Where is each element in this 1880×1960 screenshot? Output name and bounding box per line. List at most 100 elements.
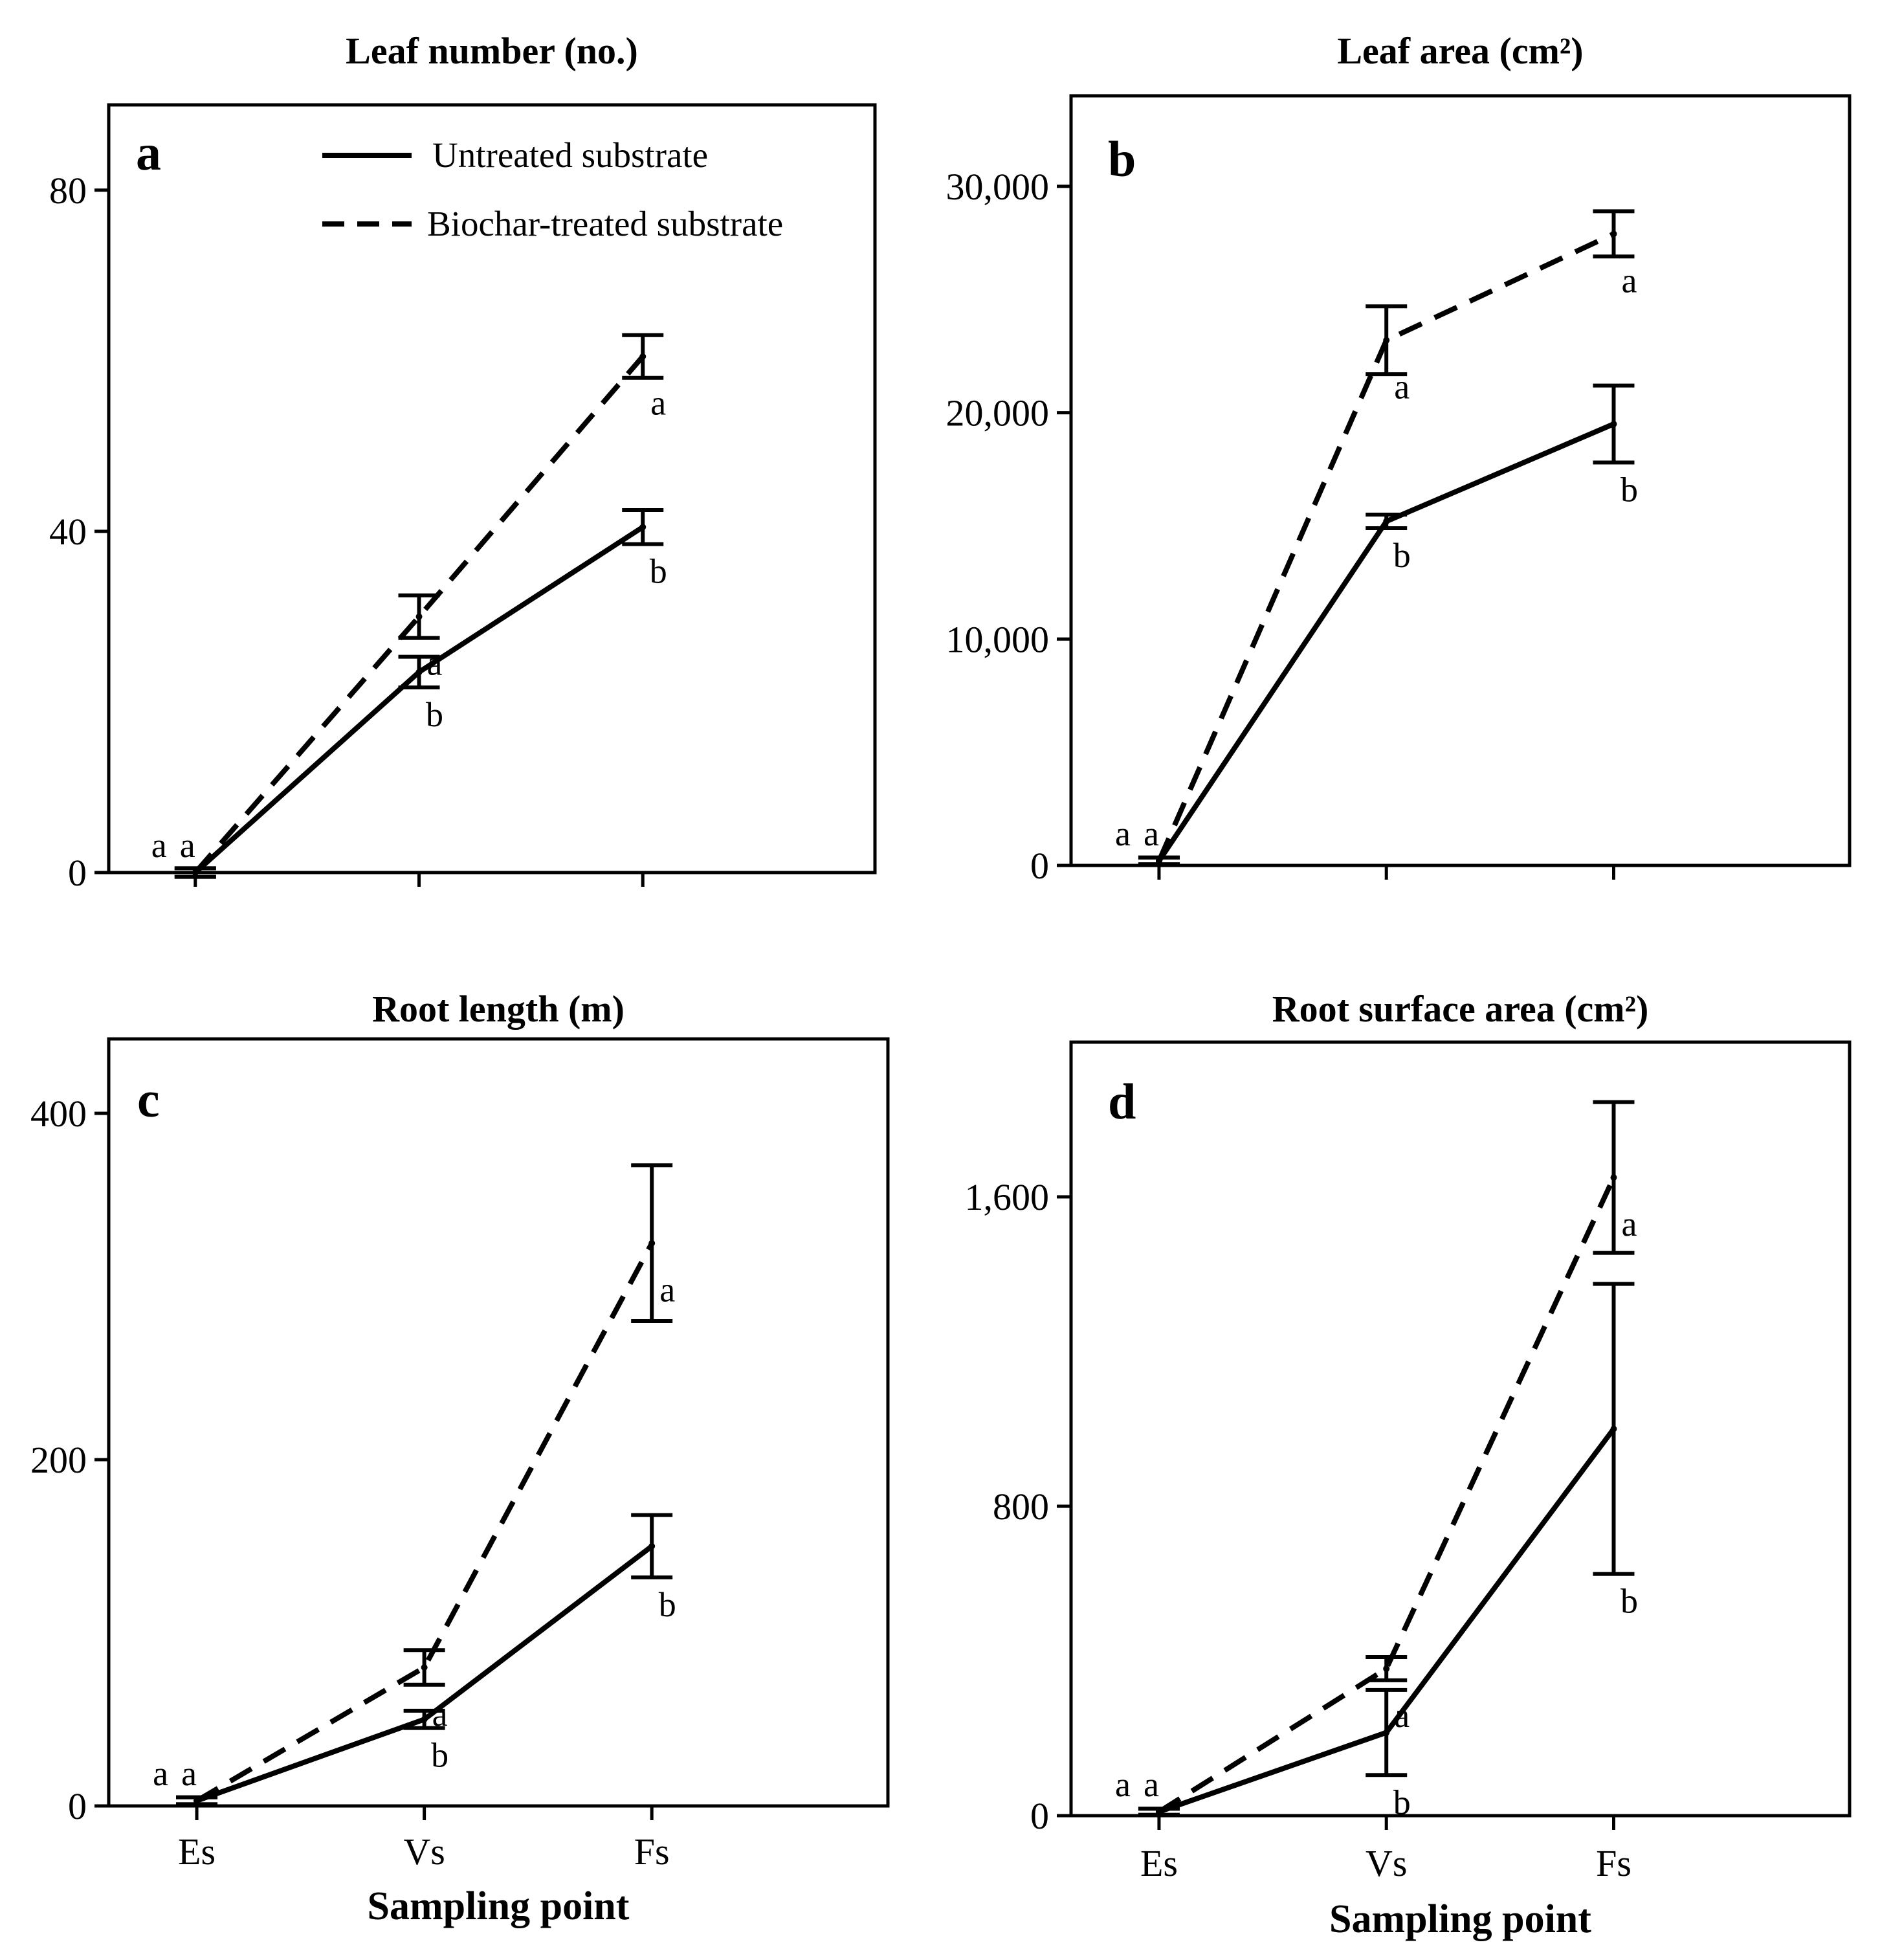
x-category-label: Es [1140, 1842, 1178, 1884]
panel-letter: a [136, 124, 161, 181]
data-point [639, 524, 647, 531]
y-tick-label: 1,600 [965, 1176, 1050, 1218]
biochar-error-bar [1138, 855, 1180, 867]
biochar-error-bar [174, 866, 216, 879]
significance-letter: a [153, 1754, 168, 1793]
untreated-error-bar [1366, 512, 1408, 530]
plot-frame [107, 103, 877, 874]
y-tick-label: 80 [49, 170, 87, 212]
significance-letter: a [151, 826, 167, 865]
x-category-label: Fs [1596, 1842, 1631, 1884]
legend: Untreated substrate Biochar-treated subst… [322, 135, 783, 243]
biochar-error-bar [176, 1795, 218, 1807]
data-point [648, 1542, 656, 1550]
biochar-series-line [1157, 1176, 1617, 1814]
biochar-error-bar [398, 593, 440, 640]
panel-d: Root surface area (cm²) d 0 800 1,600 Es Vs FsS… [965, 988, 1852, 1941]
x-axis-title: Sampling point [368, 1884, 630, 1928]
biochar-error-bar [1138, 1807, 1180, 1817]
panel-title: Root surface area (cm²) [1272, 988, 1649, 1030]
untreated-error-bar [1366, 1687, 1408, 1777]
significance-letter: a [180, 826, 195, 865]
y-tick-label: 20,000 [946, 392, 1050, 434]
untreated-error-bar [398, 654, 440, 690]
data-point [1383, 1729, 1390, 1736]
biochar-error-bar [1593, 1100, 1635, 1255]
significance-letter: a [1394, 368, 1410, 406]
data-point [192, 869, 199, 876]
data-point [639, 353, 647, 360]
data-point [415, 613, 423, 620]
panel-letter: d [1108, 1073, 1136, 1130]
y-tick-label: 40 [49, 511, 87, 553]
data-point [1610, 1425, 1617, 1432]
y-tick-label: 0 [68, 852, 87, 894]
x-category-label: Es [178, 1831, 216, 1873]
significance-letter: b [426, 695, 443, 734]
x-category-label: Vs [403, 1831, 445, 1873]
y-tick-label: 30,000 [946, 166, 1050, 208]
data-point [1383, 1665, 1390, 1672]
panel-letter: b [1108, 131, 1136, 187]
untreated-error-bar [631, 1513, 673, 1579]
data-point [1383, 337, 1390, 344]
significance-letter: a [1115, 1765, 1131, 1804]
data-point [1155, 1809, 1162, 1816]
panel-title: Leaf number (no.) [346, 30, 638, 72]
significance-letter: b [431, 1736, 448, 1775]
data-point [194, 1797, 201, 1804]
biochar-error-bar [1366, 1655, 1408, 1682]
untreated-error-bar [1593, 383, 1635, 465]
x-category-label: Vs [1366, 1842, 1407, 1884]
plot-frame [1069, 94, 1852, 867]
x-axis-title: Sampling point [1329, 1897, 1591, 1941]
untreated-series-line [194, 524, 645, 874]
biochar-error-bar [1593, 209, 1635, 259]
legend-label-untreated: Untreated substrate [432, 135, 708, 175]
significance-letter: b [659, 1585, 676, 1624]
significance-letter: b [1620, 1582, 1638, 1621]
biochar-error-bar [403, 1648, 445, 1687]
data-point [421, 1716, 428, 1723]
biochar-error-bar [1366, 304, 1408, 377]
data-point [648, 1240, 656, 1247]
significance-letter: a [1115, 814, 1131, 853]
data-point [421, 1664, 428, 1671]
significance-letter: a [1144, 1765, 1159, 1804]
y-tick-label: 0 [1030, 1795, 1049, 1837]
significance-letter: a [427, 644, 443, 683]
data-point [1610, 421, 1617, 428]
significance-letter: b [1393, 536, 1411, 575]
significance-letter: a [1144, 814, 1159, 853]
significance-letter: a [1394, 1696, 1410, 1735]
significance-letter: a [432, 1695, 448, 1733]
y-tick-label: 800 [993, 1486, 1049, 1528]
data-point [415, 669, 423, 676]
significance-letter: b [1393, 1783, 1411, 1821]
data-point [1610, 230, 1617, 238]
y-tick-label: 0 [68, 1785, 87, 1827]
y-tick-label: 400 [30, 1093, 87, 1135]
significance-letter: a [1622, 1205, 1637, 1243]
y-tick-label: 10,000 [946, 618, 1050, 660]
y-tick-label: 200 [30, 1439, 87, 1481]
legend-label-biochar: Biochar-treated substrate [427, 204, 783, 243]
significance-letter: b [1620, 471, 1638, 509]
panel-title: Leaf area (cm²) [1337, 30, 1583, 72]
plot-frame [1069, 1040, 1852, 1818]
biochar-series-line [195, 1242, 654, 1803]
data-point [1383, 518, 1390, 525]
untreated-error-bar [403, 1708, 445, 1730]
biochar-error-bar [631, 1163, 673, 1324]
panel-b: Leaf area (cm²)b010,00020,00030,000abbaa… [946, 30, 1852, 887]
plot-frame [107, 1037, 890, 1808]
significance-letter: b [650, 552, 667, 591]
significance-letter: a [650, 384, 666, 423]
panel-letter: c [137, 1071, 160, 1128]
data-point [1155, 858, 1162, 865]
significance-letter: a [1622, 261, 1637, 300]
panel-title: Root length (m) [372, 988, 625, 1030]
significance-letter: a [659, 1271, 675, 1309]
x-category-label: Fs [634, 1831, 670, 1873]
